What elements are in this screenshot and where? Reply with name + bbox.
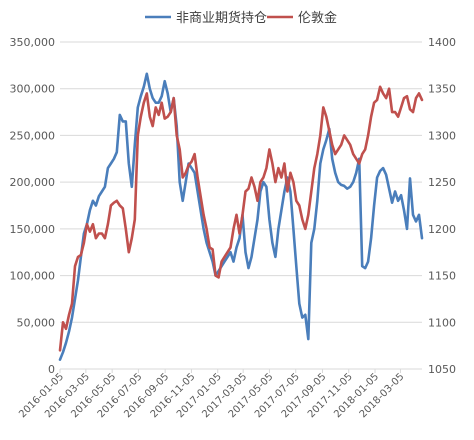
right-y-tick-label: 1100 [428,316,456,329]
gridlines [60,41,422,323]
left-y-tick-label: 50,000 [17,316,56,329]
right-y-tick-label: 1200 [428,223,456,236]
left-y-tick-label: 300,000 [10,83,56,96]
left-y-tick-label: 250,000 [10,129,56,142]
left-y-tick-label: 350,000 [10,36,56,49]
left-y-tick-label: 200,000 [10,176,56,189]
right-y-tick-label: 1350 [428,83,456,96]
series-lines [58,72,424,362]
x-axis-tick-labels: 2016-01-052016-03-052016-05-052016-07-05… [17,369,407,420]
left-y-tick-label: 0 [48,363,55,376]
left-y-axis-tick-labels: 0 50,000 100,000 150,000 200,000 250,000 300,0… [10,36,56,376]
legend-label-2: 伦敦金 [298,10,337,26]
right-y-tick-label: 1300 [428,129,456,142]
right-y-tick-label: 1150 [428,270,456,283]
legend-label-1: 非商业期货持仓 [176,10,267,26]
legend: 非商业期货持仓 伦敦金 [145,10,337,26]
left-y-tick-label: 100,000 [10,270,56,283]
right-y-axis-tick-labels: 1050 1100 1150 1200 1250 1300 1350 1400 [428,36,456,376]
right-y-tick-label: 1400 [428,36,456,49]
right-y-tick-label: 1050 [428,363,456,376]
left-y-tick-label: 150,000 [10,223,56,236]
series-line-2 [58,85,424,352]
right-y-tick-label: 1250 [428,176,456,189]
